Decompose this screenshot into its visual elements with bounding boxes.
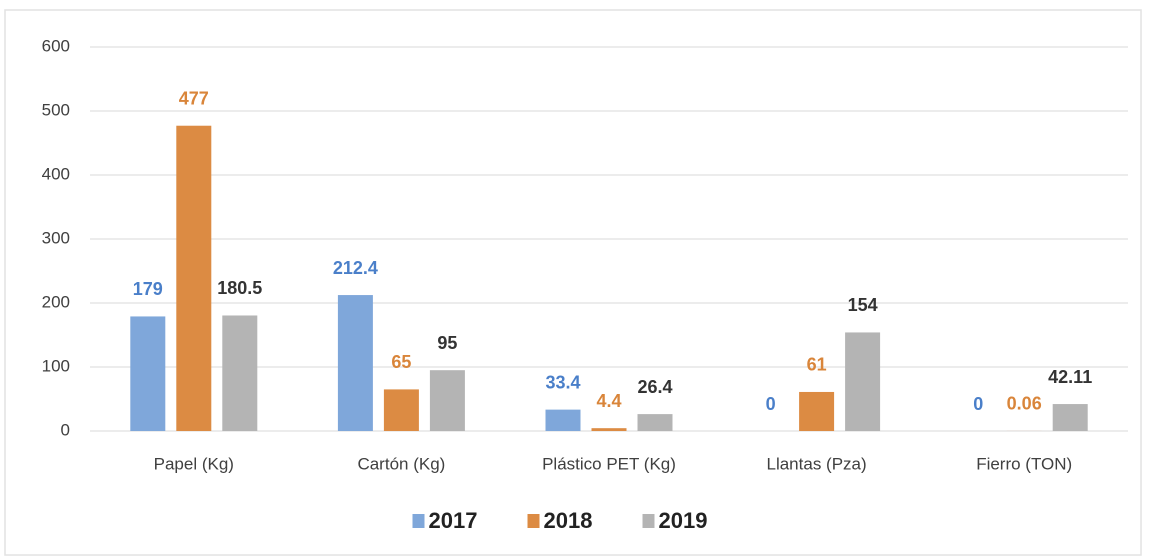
bar xyxy=(176,125,212,431)
bar xyxy=(222,315,258,431)
value-label: 179 xyxy=(133,279,163,299)
value-label: 26.4 xyxy=(637,377,672,397)
x-tick-label: Llantas (Pza) xyxy=(767,454,867,473)
x-tick-label: Cartón (Kg) xyxy=(357,454,445,473)
bar xyxy=(383,389,419,431)
y-tick-label: 600 xyxy=(42,36,70,55)
value-label: 0.06 xyxy=(1007,394,1042,414)
value-label: 33.4 xyxy=(545,372,580,392)
y-tick-label: 100 xyxy=(42,356,70,375)
value-label: 0 xyxy=(973,394,983,414)
value-label: 42.11 xyxy=(1048,367,1092,387)
bar xyxy=(545,409,581,431)
legend-swatch xyxy=(412,514,425,528)
legend-label: 2017 xyxy=(429,508,478,533)
legend-swatch xyxy=(527,514,540,528)
bar xyxy=(637,414,673,431)
value-label: 65 xyxy=(391,352,411,372)
value-label: 95 xyxy=(437,333,457,353)
y-tick-label: 400 xyxy=(42,164,70,183)
y-tick-label: 300 xyxy=(42,228,70,247)
bar xyxy=(591,428,627,431)
chart-frame xyxy=(4,9,1142,556)
value-label: 212.4 xyxy=(333,258,378,278)
y-tick-label: 500 xyxy=(42,100,70,119)
value-label: 0 xyxy=(766,394,776,414)
bar xyxy=(845,332,881,431)
bar xyxy=(130,316,166,431)
legend-swatch xyxy=(642,514,655,528)
value-label: 477 xyxy=(179,88,209,108)
bar xyxy=(429,370,465,431)
y-tick-label: 0 xyxy=(61,420,70,439)
x-tick-label: Papel (Kg) xyxy=(154,454,234,473)
value-label: 180.5 xyxy=(217,278,262,298)
legend-label: 2018 xyxy=(544,508,593,533)
y-tick-label: 200 xyxy=(42,292,70,311)
value-label: 154 xyxy=(848,295,878,315)
bar xyxy=(337,295,373,431)
x-tick-label: Plástico PET (Kg) xyxy=(542,454,676,473)
bar xyxy=(799,391,835,431)
x-tick-label: Fierro (TON) xyxy=(976,454,1072,473)
value-label: 4.4 xyxy=(596,391,621,411)
bar xyxy=(1052,404,1088,431)
value-label: 61 xyxy=(807,355,827,375)
legend-label: 2019 xyxy=(659,508,708,533)
